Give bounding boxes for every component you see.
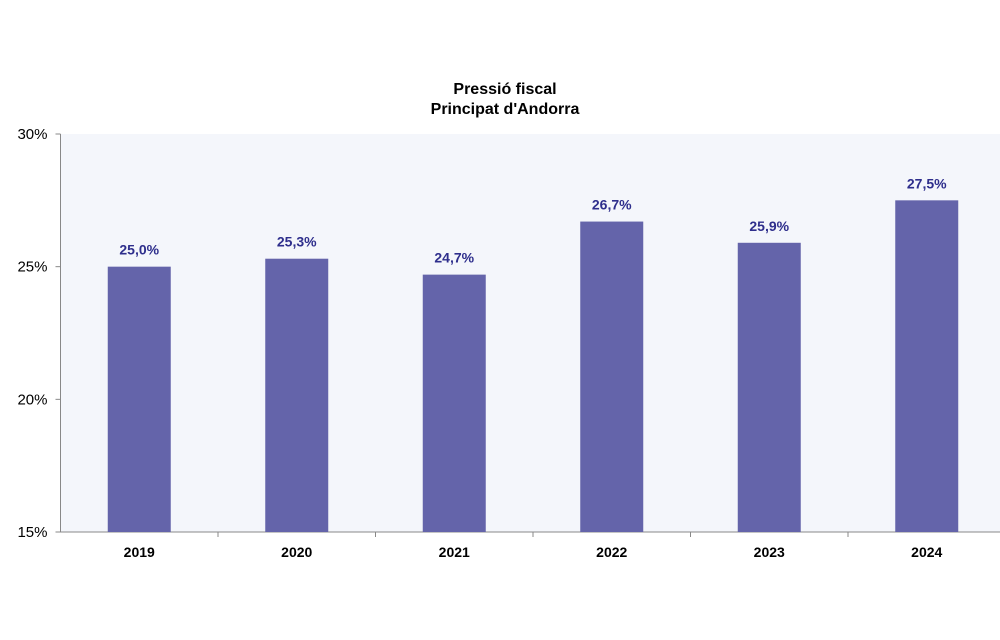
data-label-2024: 27,5% [907, 175, 947, 191]
chart-subtitle: Principat d'Andorra [430, 101, 580, 118]
bar-2019 [107, 266, 171, 532]
bar-2021 [422, 274, 486, 532]
bar-2022 [580, 221, 644, 532]
data-label-2019: 25,0% [119, 242, 159, 258]
x-tick-label-2020: 2020 [281, 544, 312, 560]
y-tick-label: 25% [17, 259, 47, 276]
data-label-2023: 25,9% [749, 218, 789, 234]
bar-2024 [895, 200, 959, 533]
y-tick-label: 15% [17, 524, 47, 541]
data-label-2021: 24,7% [434, 250, 474, 266]
chart-title: Pressió fiscal Principat d'Andorra [0, 80, 1000, 120]
chart-title-line1: Pressió fiscal [453, 81, 557, 98]
y-tick-label: 30% [17, 126, 47, 143]
bar-2020 [265, 258, 329, 532]
bar-2023 [737, 242, 801, 532]
plot-area [60, 134, 1000, 532]
x-tick-label-2023: 2023 [754, 544, 785, 560]
data-label-2020: 25,3% [277, 234, 317, 250]
x-tick-label-2022: 2022 [596, 544, 627, 560]
y-tick-label: 20% [17, 391, 47, 408]
data-label-2022: 26,7% [592, 197, 632, 213]
x-tick-label-2024: 2024 [911, 544, 942, 560]
x-tick-label-2021: 2021 [439, 544, 470, 560]
x-tick-label-2019: 2019 [124, 544, 155, 560]
